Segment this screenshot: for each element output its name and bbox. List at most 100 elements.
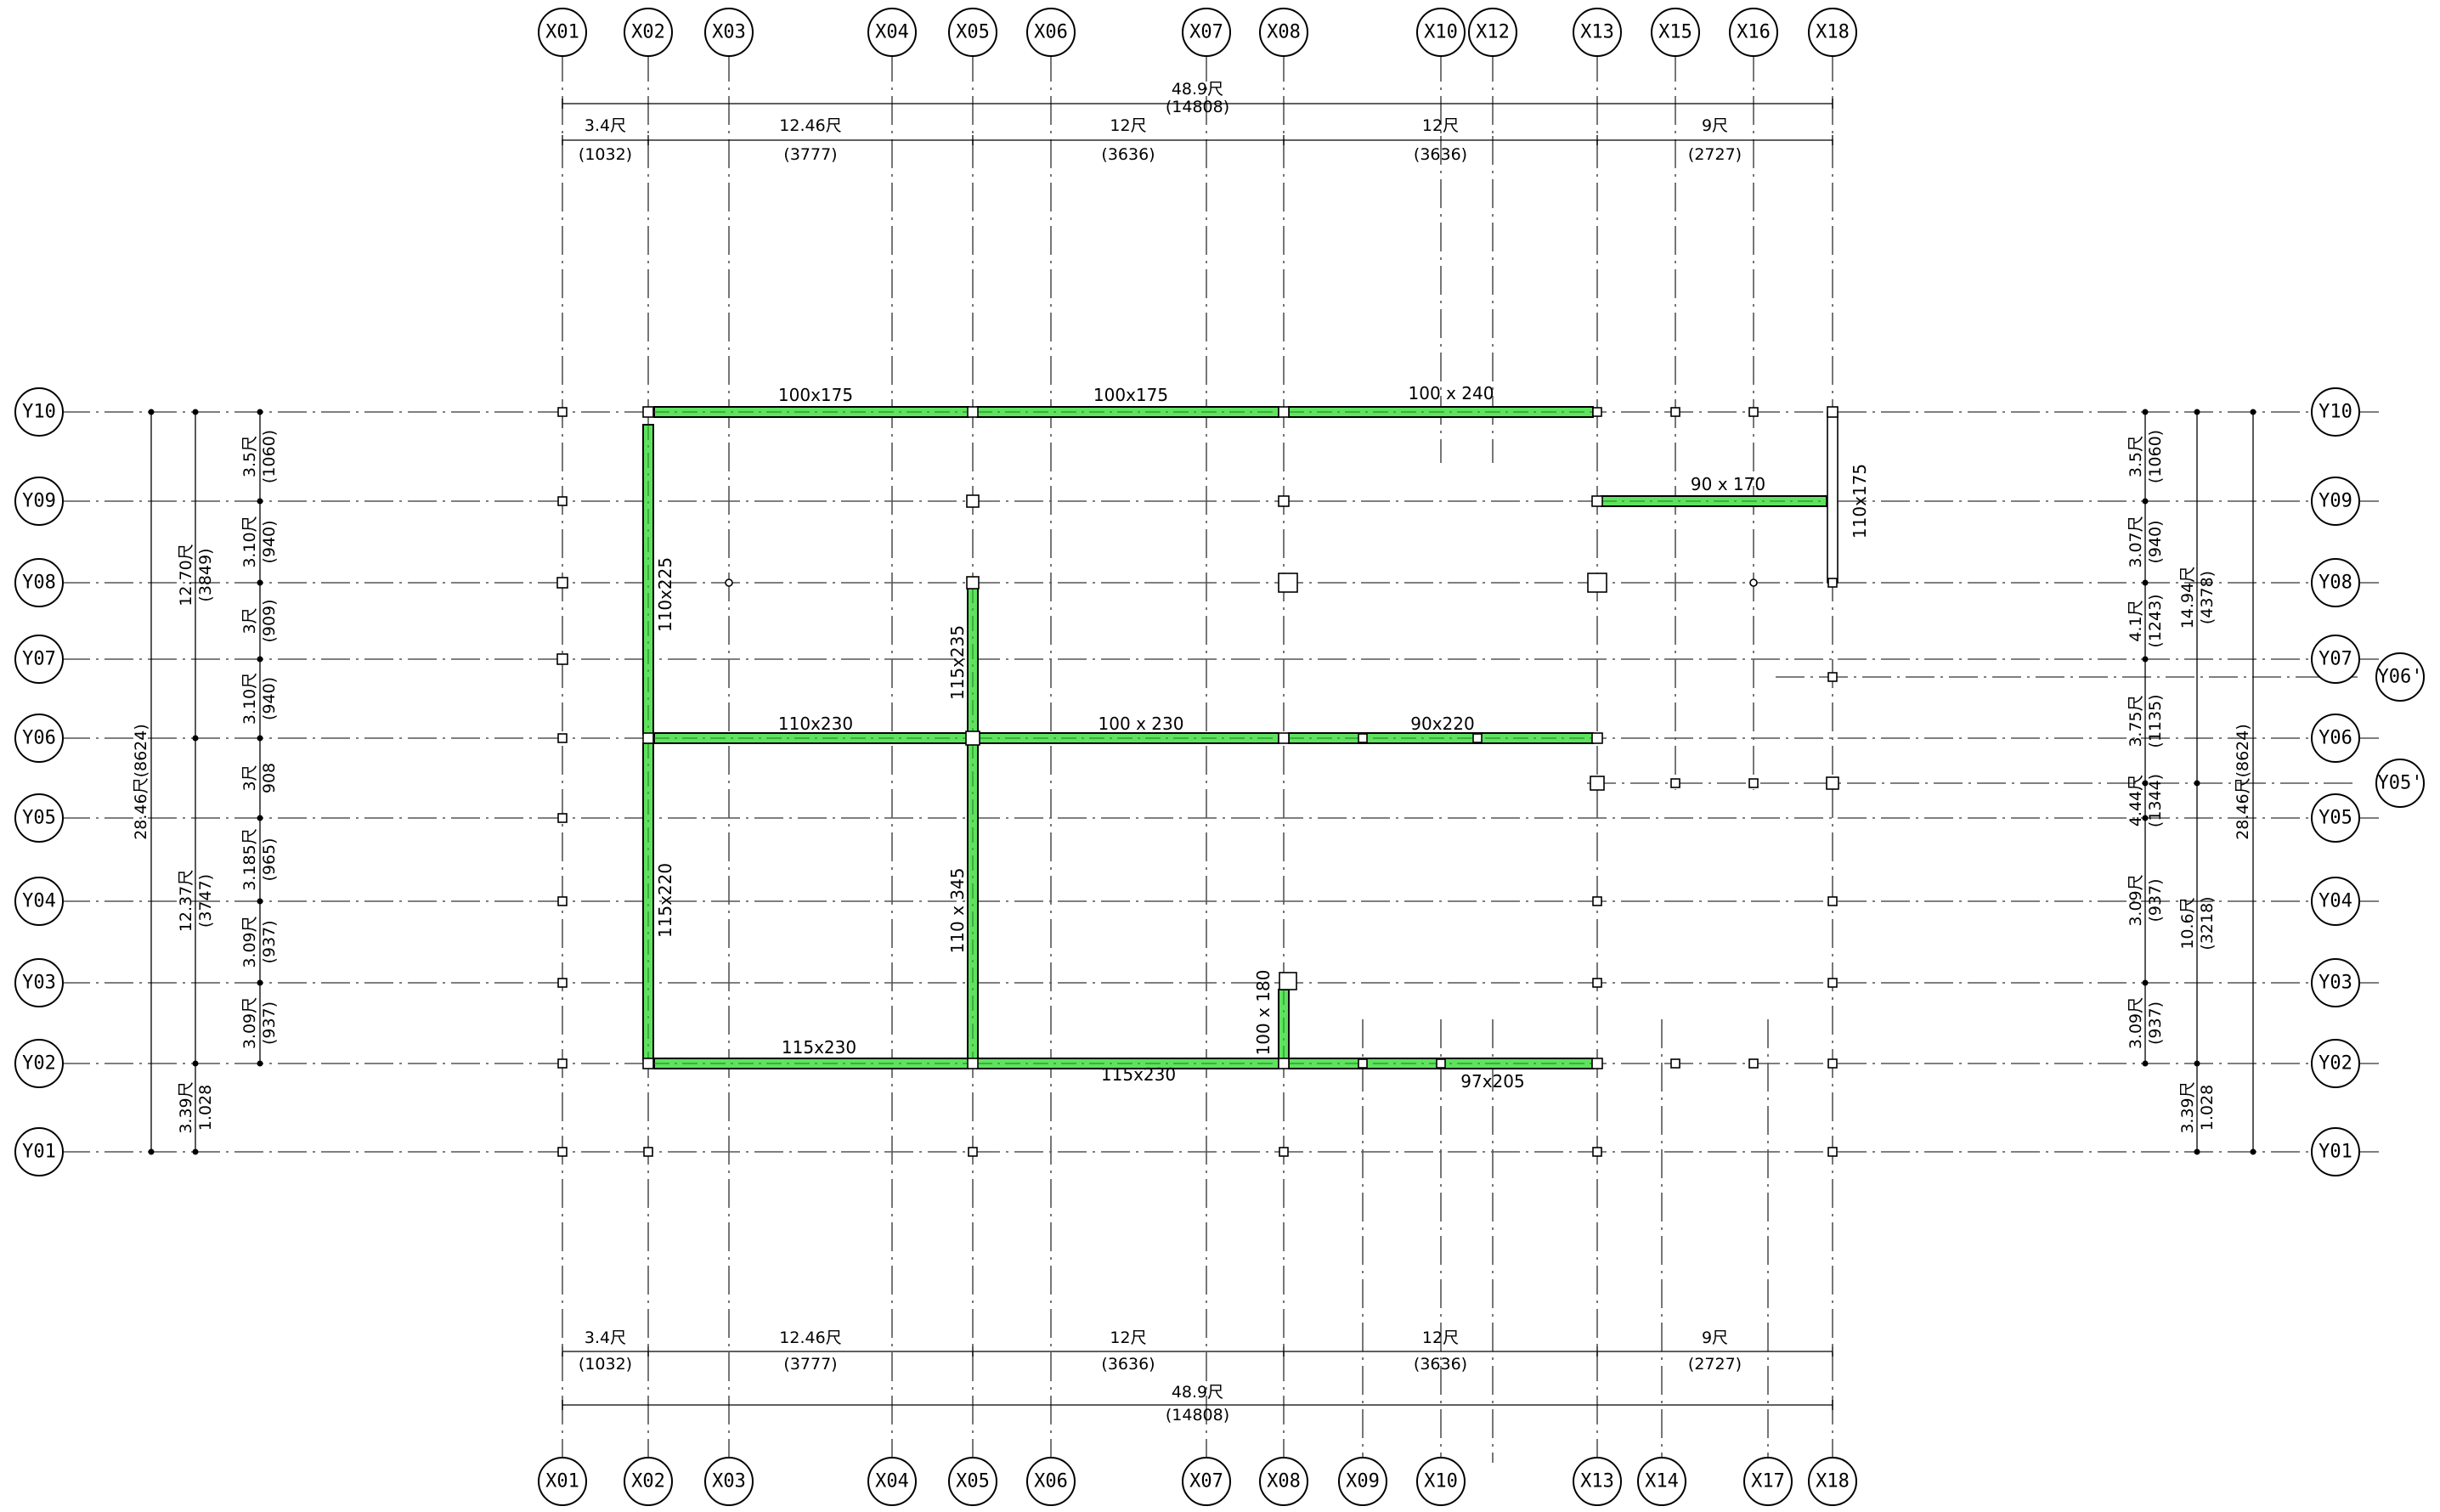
bottom-total-sub-0: (14808): [1166, 1406, 1229, 1425]
grid-bubble-bottom-x04: X04: [867, 1457, 917, 1506]
column-post-18: [1827, 672, 1838, 682]
left-total-label-0: 28.46尺(8624): [132, 724, 150, 840]
grid-bubble-top-x03-label: X03: [712, 22, 746, 43]
grid-bubble-top-x16: X16: [1729, 8, 1778, 57]
right-fine-sub-4: (1344): [2146, 774, 2165, 827]
right-fine-sub-6: (937): [2146, 1001, 2165, 1045]
right-fine-sub-2: (1243): [2146, 594, 2165, 647]
column-post-24: [1472, 733, 1483, 743]
grid-bubble-top-x18-label: X18: [1816, 22, 1850, 43]
grid-bubble-top-x05-circle: [948, 8, 997, 57]
grid-bubble-right-y01-label: Y01: [2319, 1142, 2352, 1163]
column-post-38: [557, 1058, 568, 1069]
grid-bubble-top-x16-circle: [1729, 8, 1778, 57]
left-fine-node-8: [257, 1060, 263, 1067]
grid-bubble-right-y01: Y01: [2311, 1127, 2360, 1176]
grid-bubble-bottom-x02-label: X02: [631, 1471, 665, 1492]
column-post-31: [557, 896, 568, 906]
column-post-25: [1591, 732, 1603, 744]
top-total-label-0: 48.9尺: [1172, 80, 1223, 99]
grid-bubble-left-y04-circle: [14, 877, 64, 926]
beam-y06-c: 90x220: [1288, 714, 1594, 744]
grid-bubble-bottom-x17-circle: [1743, 1457, 1793, 1506]
right-fine-label-2: 4.1尺: [2127, 600, 2145, 641]
grid-bubble-top-x15-label: X15: [1658, 22, 1692, 43]
grid-bubble-top-x18: X18: [1808, 8, 1857, 57]
column-post-round-x03: [725, 578, 733, 587]
column-post-13: [966, 576, 980, 590]
grid-bubble-left-y05: Y05: [14, 793, 64, 843]
beam-y02-b-label: 115x230: [1101, 1064, 1176, 1085]
bottom-spans-sub-2: (3636): [1101, 1355, 1155, 1374]
left-fine-label-6: 3.09尺: [240, 916, 259, 968]
grid-bubble-bottom-x17-label: X17: [1751, 1471, 1785, 1492]
grid-bubble-left-y09-circle: [14, 477, 64, 526]
grid-bubble-left-y04-label: Y04: [22, 891, 56, 912]
right-fine-label-1: 3.07尺: [2127, 516, 2145, 567]
grid-bubble-right-y08: Y08: [2311, 558, 2360, 607]
left-fine-label-7: 3.09尺: [240, 997, 259, 1049]
grid-bubble-left-y09-label: Y09: [22, 491, 56, 512]
column-post-17: [556, 653, 568, 665]
beam-x05-upper: 115x235: [947, 587, 979, 736]
grid-bubble-right-y04: Y04: [2311, 877, 2360, 926]
grid-bubble-bottom-x09: X09: [1338, 1457, 1387, 1506]
grid-bubble-top-x07-circle: [1182, 8, 1231, 57]
grid-bubble-bottom-x14: X14: [1637, 1457, 1686, 1506]
grid-bubble-bottom-x06-label: X06: [1034, 1471, 1068, 1492]
right-mid-node-1: [2194, 780, 2200, 787]
beam-y06-c-label: 90x220: [1410, 714, 1474, 734]
grid-bubble-left-y10-circle: [14, 387, 64, 437]
grid-bubble-bottom-x18: X18: [1808, 1457, 1857, 1506]
grid-bubble-bottom-x17: X17: [1743, 1457, 1793, 1506]
column-post-15: [1587, 573, 1607, 593]
column-post-28: [1748, 778, 1759, 788]
column-post-9: [966, 494, 980, 508]
grid-bubble-top-x15: X15: [1651, 8, 1700, 57]
beam-x02-lower-body: [642, 742, 654, 1061]
left-fine-sub-3: (940): [260, 677, 279, 720]
beam-y02-a: 115x230: [653, 1037, 969, 1069]
left-fine-label-4: 3尺: [240, 764, 259, 791]
grid-bubble-right-y03-circle: [2311, 958, 2360, 1007]
grid-bubble-bottom-x03: X03: [704, 1457, 754, 1506]
right-fine-label-4: 4.44尺: [2127, 775, 2145, 827]
left-fine-node-4: [257, 735, 263, 742]
grid-bubble-right-y03: Y03: [2311, 958, 2360, 1007]
column-post-47: [1827, 1058, 1838, 1069]
column-post-51: [1279, 1147, 1289, 1157]
grid-bubble-bottom-x14-circle: [1637, 1457, 1686, 1506]
grid-bubble-top-x10-label: X10: [1424, 22, 1458, 43]
column-post-30: [557, 813, 568, 823]
bottom-spans-sub-0: (1032): [579, 1355, 632, 1374]
grid-bubble-top-x18-circle: [1808, 8, 1857, 57]
column-post-37: [1827, 978, 1838, 988]
top-spans-sub-3: (3636): [1414, 145, 1467, 164]
grid-bubble-top-x01-circle: [538, 8, 587, 57]
column-post-26: [1590, 776, 1605, 791]
grid-bubble-right-y01-circle: [2311, 1127, 2360, 1176]
left-fine-node-5: [257, 815, 263, 821]
grid-bubble-right-y06: Y06: [2311, 714, 2360, 763]
beam-y06-a: 110x230: [653, 714, 969, 744]
column-post-32: [1592, 896, 1602, 906]
left-fine-node-2: [257, 579, 263, 586]
right-fine-node-2: [2142, 579, 2149, 586]
grid-bubble-top-x08-label: X08: [1267, 22, 1301, 43]
grid-bubble-top-x12: X12: [1468, 8, 1517, 57]
beam-x18-label: 110x175: [1850, 464, 1870, 539]
grid-bubble-bottom-x10-circle: [1416, 1457, 1466, 1506]
grid-bubble-right-y10: Y10: [2311, 387, 2360, 437]
grid-bubble-bottom-x08: X08: [1259, 1457, 1308, 1506]
grid-bubble-left-y03-label: Y03: [22, 973, 56, 994]
grid-bubble-y05p-label: Y05': [2378, 773, 2423, 794]
beam-x02-upper-label: 110x225: [655, 557, 675, 632]
right-fine-node-5: [2142, 815, 2149, 821]
grid-bubble-left-y07-label: Y07: [22, 649, 56, 670]
grid-bubble-right-y08-label: Y08: [2319, 573, 2352, 594]
grid-bubble-left-y09: Y09: [14, 477, 64, 526]
grid-bubble-right-y04-label: Y04: [2319, 891, 2352, 912]
left-fine-sub-1: (940): [260, 520, 279, 563]
grid-bubble-top-x10-circle: [1416, 8, 1466, 57]
grid-bubble-bottom-x03-label: X03: [712, 1471, 746, 1492]
